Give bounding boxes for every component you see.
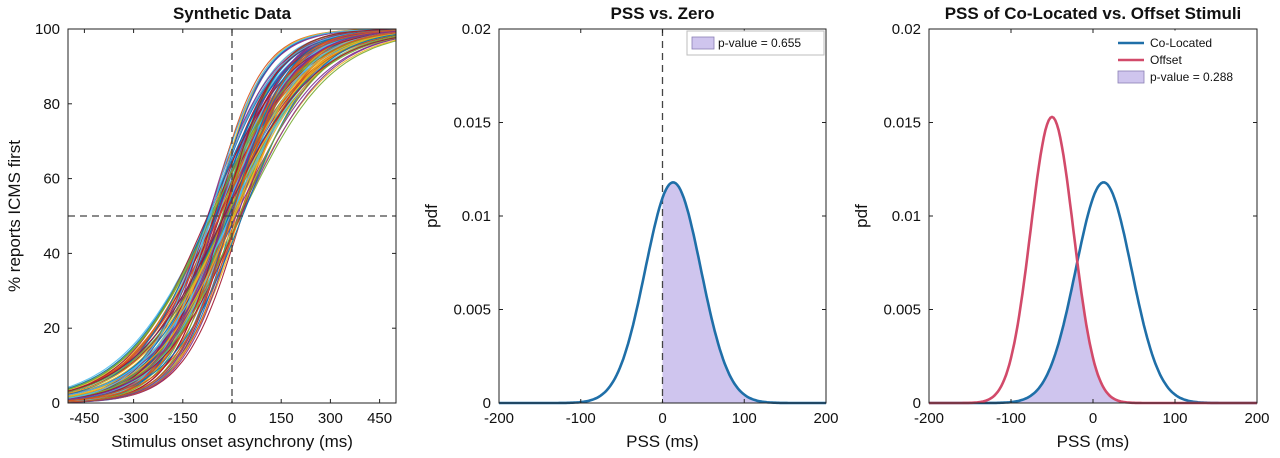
y-tick-label: 0 bbox=[913, 395, 921, 412]
x-tick-label: -200 bbox=[484, 410, 514, 427]
y-tick-label: 0.01 bbox=[462, 208, 491, 225]
y-tick-label: 0 bbox=[52, 395, 60, 412]
y-tick-label: 0.02 bbox=[462, 21, 491, 38]
y-tick-label: 0.005 bbox=[883, 302, 921, 319]
y-tick-label: 0.005 bbox=[453, 302, 491, 319]
y-tick-label: 60 bbox=[43, 171, 60, 188]
x-tick-label: 150 bbox=[269, 410, 294, 427]
x-tick-label: 100 bbox=[1162, 410, 1187, 427]
x-tick-label: 0 bbox=[1089, 410, 1097, 427]
y-tick-label: 80 bbox=[43, 96, 60, 113]
x-tick-label: 100 bbox=[732, 410, 757, 427]
y-axis-label: pdf bbox=[852, 204, 871, 228]
x-tick-label: -150 bbox=[168, 410, 198, 427]
legend-patch bbox=[691, 36, 715, 50]
x-axis-label: Stimulus onset asynchrony (ms) bbox=[111, 432, 353, 451]
y-tick-label: 0.015 bbox=[883, 115, 921, 132]
y-axis-label: pdf bbox=[422, 204, 441, 228]
x-tick-label: 0 bbox=[228, 410, 236, 427]
y-tick-label: 0.015 bbox=[453, 115, 491, 132]
legend-label: p-value = 0.655 bbox=[718, 36, 801, 50]
y-axis-label: % reports ICMS first bbox=[5, 140, 24, 292]
x-tick-label: -450 bbox=[69, 410, 99, 427]
psychometric-curve bbox=[68, 29, 396, 403]
y-tick-label: 0.01 bbox=[892, 208, 921, 225]
offset-curve bbox=[929, 115, 1257, 405]
x-axis-label: PSS (ms) bbox=[626, 432, 699, 451]
panel-pss-vs-zero: -200 -100 0 100 200 0 0.005 0.01 0.015 0.02 PSS vs… bbox=[422, 4, 839, 451]
overlap-shaded-area bbox=[929, 265, 1257, 403]
y-tick-label: 100 bbox=[35, 21, 60, 38]
legend-label: Offset bbox=[1150, 53, 1182, 67]
panel-synthetic-data: -450 -300 -150 0 150 300 450 0 20 40 60 80 100 Synthe… bbox=[5, 4, 397, 451]
pvalue-shaded-area bbox=[662, 182, 826, 403]
x-tick-label: -200 bbox=[914, 410, 944, 427]
legend-box bbox=[686, 30, 825, 56]
axes-box bbox=[67, 28, 397, 404]
x-tick-label: 450 bbox=[367, 410, 392, 427]
x-tick-label: -100 bbox=[566, 410, 596, 427]
y-tick-label: 0 bbox=[483, 395, 491, 412]
x-tick-label: -300 bbox=[119, 410, 149, 427]
x-tick-label: -100 bbox=[996, 410, 1026, 427]
legend-label: p-value = 0.288 bbox=[1150, 70, 1233, 84]
legend: p-value = 0.655 bbox=[686, 30, 825, 56]
psychometric-curve bbox=[68, 37, 396, 393]
x-tick-label: 0 bbox=[658, 410, 666, 427]
chart-title: PSS vs. Zero bbox=[611, 4, 715, 23]
y-tick-label: 0.02 bbox=[892, 21, 921, 38]
x-axis-label: PSS (ms) bbox=[1057, 432, 1130, 451]
legend: Co-Located Offset p-value = 0.288 bbox=[1111, 30, 1256, 90]
y-tick-label: 20 bbox=[43, 320, 60, 337]
x-tick-label: 300 bbox=[318, 410, 343, 427]
panel-pss-colocated-vs-offset: -200 -100 0 100 200 0 0.005 0.01 0.015 0.02 PSS of… bbox=[852, 4, 1270, 451]
axes-box bbox=[928, 28, 1258, 404]
axes-box bbox=[498, 28, 827, 404]
x-tick-label: 200 bbox=[1244, 410, 1269, 427]
legend-patch bbox=[1117, 70, 1145, 84]
x-tick-label: 200 bbox=[813, 410, 838, 427]
y-tick-label: 40 bbox=[43, 245, 60, 262]
chart-title: PSS of Co-Located vs. Offset Stimuli bbox=[945, 4, 1242, 23]
legend-label: Co-Located bbox=[1150, 36, 1212, 50]
chart-title: Synthetic Data bbox=[173, 4, 292, 23]
